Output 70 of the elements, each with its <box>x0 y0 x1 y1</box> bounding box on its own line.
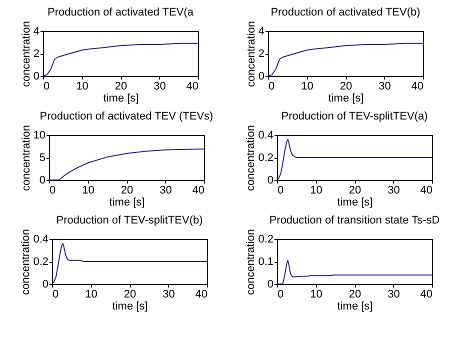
x-tick-label: 20 <box>120 184 134 196</box>
y-tick-label: 0 <box>267 278 274 290</box>
x-tick-label: 30 <box>162 288 175 300</box>
line-series <box>268 42 424 76</box>
x-tick-label: 20 <box>348 184 362 196</box>
x-tick-label: 10 <box>76 80 88 92</box>
chart-title: Production of activated TEV(b) <box>270 6 420 18</box>
x-tick-label: 30 <box>154 80 166 92</box>
y-tick-label: 0.2 <box>258 234 274 246</box>
x-tick-label: 30 <box>388 288 400 300</box>
x-tick-label: 40 <box>420 288 432 300</box>
x-tick-label: 40 <box>192 184 204 196</box>
x-tick-label: 30 <box>388 184 400 196</box>
chart-title: Production of TEV-splitTEV(a) <box>281 110 428 122</box>
x-axis-title: time [s] <box>337 300 373 312</box>
y-tick-label: 4 <box>258 26 264 38</box>
x-tick-label: 40 <box>411 80 424 92</box>
x-tick-label: 0 <box>278 288 284 300</box>
y-tick-label: 0.2 <box>33 256 48 268</box>
y-tick-label: 0 <box>33 70 40 82</box>
x-tick-label: 10 <box>82 184 94 196</box>
y-tick-label: 0 <box>42 278 48 290</box>
x-axis-title: time [s] <box>112 300 148 312</box>
y-axis-title: concentration <box>20 20 32 88</box>
x-tick-label: 10 <box>301 80 314 92</box>
x-tick-label: 40 <box>195 288 208 300</box>
y-tick-label: 0 <box>267 174 274 186</box>
x-axis-title: time [s] <box>103 92 139 104</box>
x-tick-label: 0 <box>50 184 56 196</box>
y-axis-title: concentration <box>20 228 32 296</box>
y-axis-title: concentration <box>245 20 258 88</box>
x-tick-label: 10 <box>85 288 98 300</box>
y-tick-label: 0.2 <box>258 152 274 164</box>
line-series <box>276 260 432 284</box>
line-series <box>48 148 204 180</box>
x-tick-label: 10 <box>310 184 322 196</box>
chart-title: Production of activated TEV(a <box>48 6 194 18</box>
y-tick-label: 5 <box>39 152 46 164</box>
x-tick-label: 0 <box>52 288 59 300</box>
x-tick-label: 20 <box>340 80 352 92</box>
chart-title: Production of transition state Ts-sD <box>269 214 440 226</box>
x-tick-label: 30 <box>378 80 391 92</box>
x-tick-label: 20 <box>348 288 362 300</box>
y-tick-label: 0 <box>258 70 264 82</box>
y-tick-label: 10 <box>33 130 46 142</box>
x-tick-label: 30 <box>160 184 172 196</box>
y-axis-title: concentration <box>245 228 258 296</box>
line-series <box>276 139 432 180</box>
x-tick-label: 40 <box>186 80 198 92</box>
y-axis-title: concentration <box>20 124 32 192</box>
chart-title: Production of TEV-splitTEV(b) <box>56 214 203 226</box>
line-series <box>52 243 208 284</box>
x-axis-title: time [s] <box>328 92 364 104</box>
x-tick-label: 10 <box>310 288 322 300</box>
x-tick-label: 40 <box>420 184 432 196</box>
x-axis-title: time [s] <box>337 196 373 208</box>
x-tick-label: 20 <box>124 288 136 300</box>
x-axis-title: time [s] <box>109 196 145 208</box>
x-tick-label: 20 <box>114 80 128 92</box>
y-tick-label: 2 <box>258 48 264 60</box>
y-tick-label: 2 <box>33 48 40 60</box>
y-tick-label: 0.1 <box>258 256 274 268</box>
y-tick-label: 4 <box>33 26 40 38</box>
y-tick-label: 0 <box>39 174 46 186</box>
y-tick-label: 0.4 <box>33 234 48 246</box>
x-tick-label: 0 <box>278 184 284 196</box>
chart-title: Production of activated TEV (TEVs) <box>40 110 214 122</box>
y-tick-label: 0.4 <box>258 130 274 142</box>
line-series <box>42 42 198 76</box>
y-axis-title: concentration <box>245 124 258 192</box>
